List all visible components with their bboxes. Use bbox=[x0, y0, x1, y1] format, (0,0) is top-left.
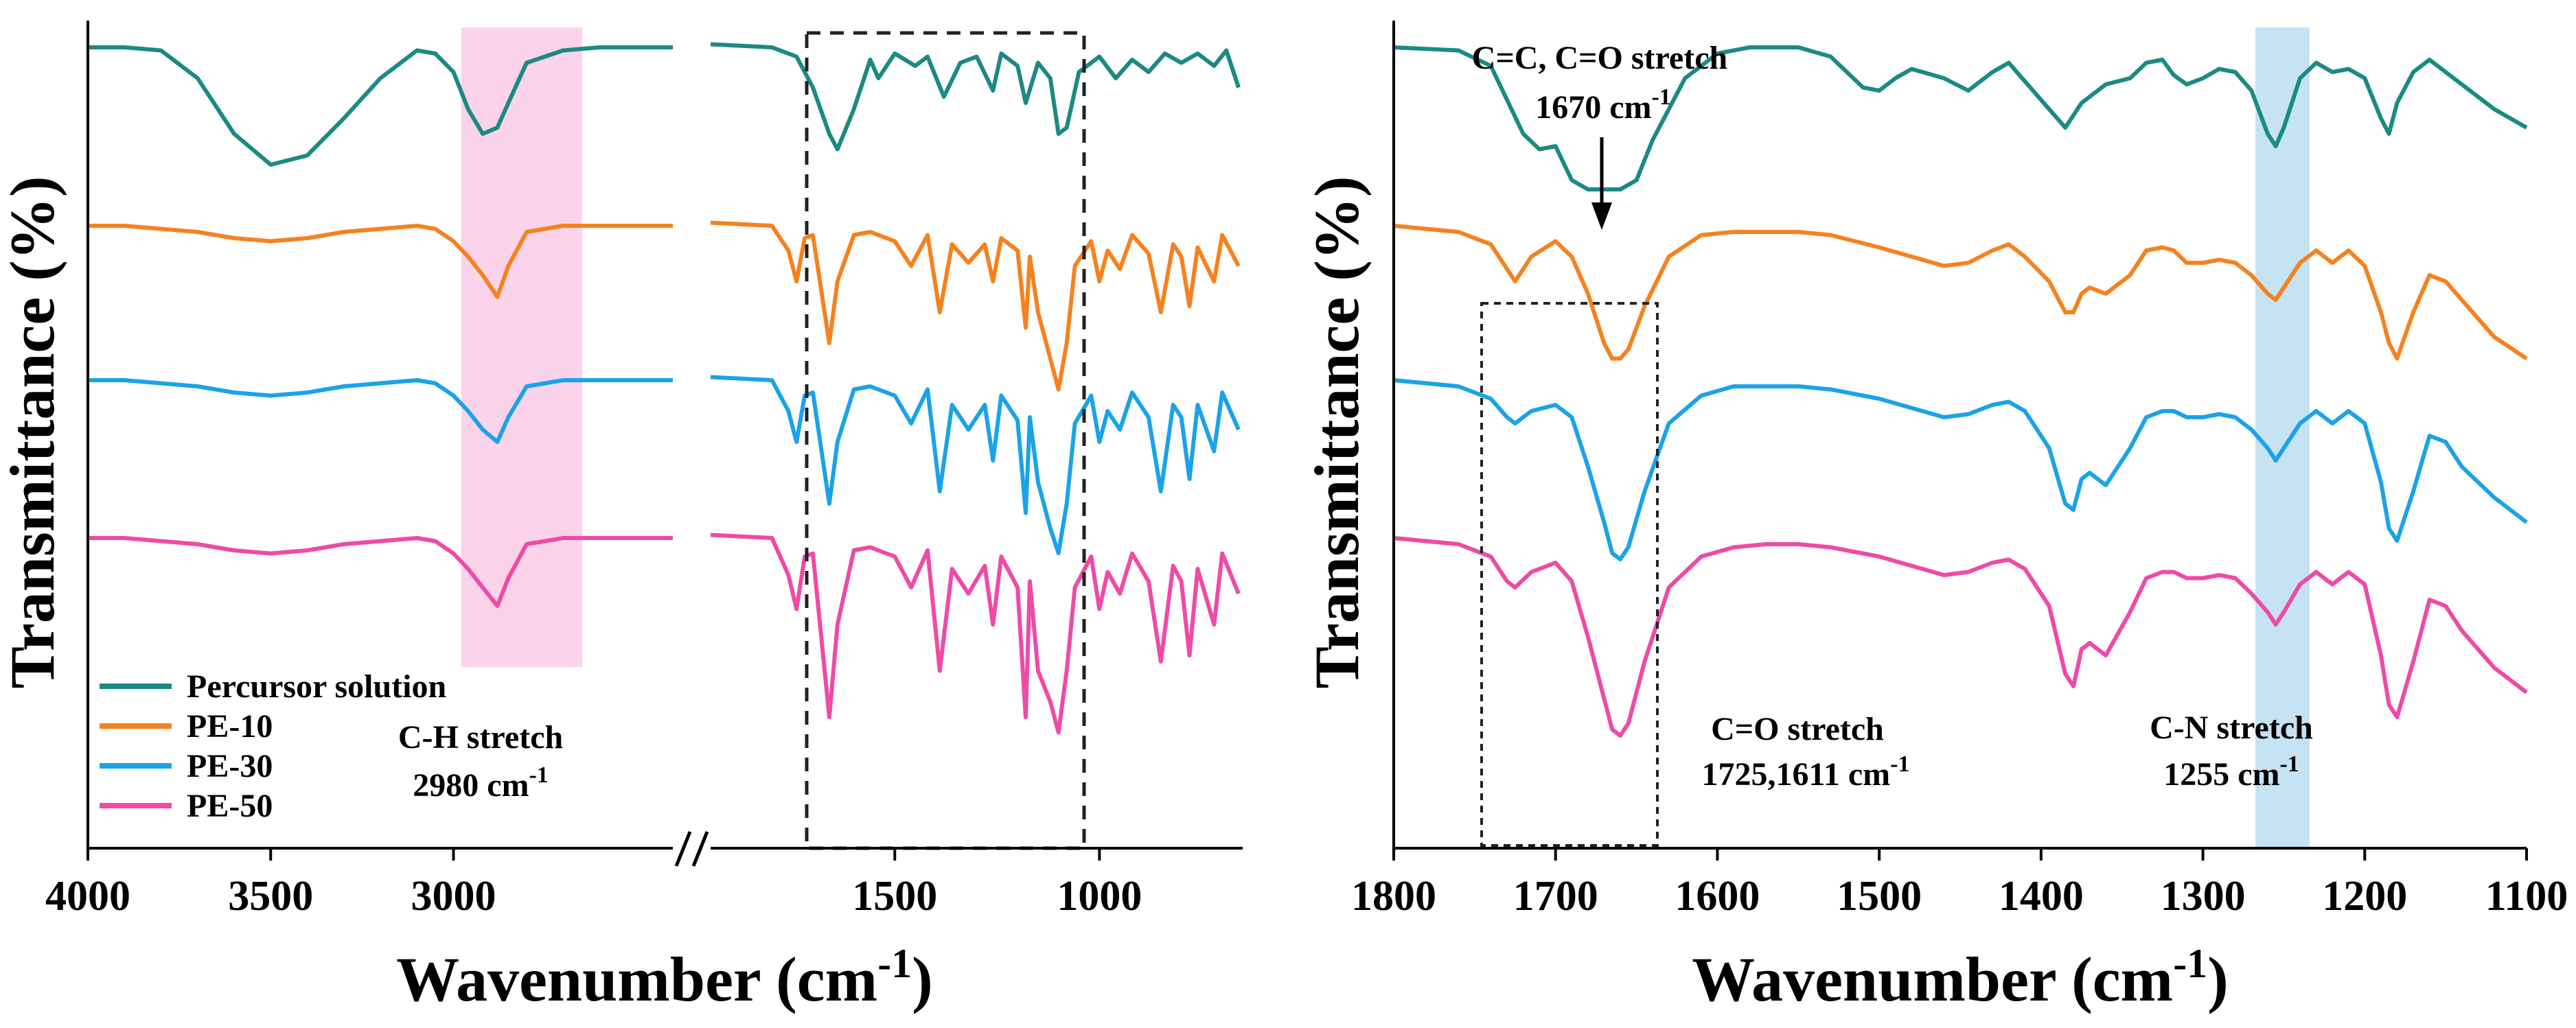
left-panel: 4000 3500 3000 1500 1000 Wavenumber (cm-1) T… bbox=[0, 21, 1243, 1014]
right-series-line-pe-50 bbox=[1393, 536, 2528, 738]
annotation-cn-wavenumber: 1255 cm-1 bbox=[2163, 751, 2299, 793]
legend-label-pe10: PE-10 bbox=[187, 708, 273, 745]
right-x-ticks: 1800 1700 1600 1500 1400 1300 1200 1100 bbox=[1351, 848, 2568, 920]
left-x-tick-label-4000: 4000 bbox=[45, 873, 130, 920]
annotation-cc-co-wavenumber: 1670 cm-1 bbox=[1535, 84, 1671, 126]
legend-label-pe50: PE-50 bbox=[187, 788, 273, 824]
right-series-line-pe-30 bbox=[1393, 378, 2528, 561]
right-dotted-box bbox=[1480, 302, 1659, 847]
annotation-cn-stretch: C-N stretch bbox=[2150, 710, 2313, 746]
left-x-tick-label-1000: 1000 bbox=[1057, 873, 1142, 920]
right-series-line-pe-10 bbox=[1393, 224, 2528, 361]
left-x-axis-title: Wavenumber (cm-1) bbox=[396, 941, 933, 1014]
left-x-ticks: 4000 3500 3000 1500 1000 bbox=[45, 848, 1142, 920]
left-y-axis-title: Transmittance (%) bbox=[0, 176, 67, 689]
axis-break-icon bbox=[674, 831, 709, 867]
right-x-tick-label-1200: 1200 bbox=[2322, 873, 2407, 920]
right-series-line-percursor-solution bbox=[1393, 45, 2528, 191]
right-highlight-cn bbox=[2255, 27, 2310, 848]
legend-label-pe30: PE-30 bbox=[187, 748, 273, 784]
right-x-tick-label-1800: 1800 bbox=[1351, 873, 1436, 920]
right-series-group bbox=[1393, 45, 2528, 738]
left-highlight-ch bbox=[461, 27, 582, 667]
annotation-cc-co-stretch: C=C, C=O stretch bbox=[1472, 40, 1727, 76]
left-series-line-pe-10 bbox=[88, 220, 1241, 392]
right-x-tick-label-1400: 1400 bbox=[1999, 873, 2084, 920]
right-x-tick-label-1600: 1600 bbox=[1675, 873, 1760, 920]
legend: Percursor solution PE-10 PE-30 PE-50 bbox=[100, 668, 446, 824]
left-series-line-pe-50 bbox=[88, 533, 1241, 735]
left-x-tick-label-1500: 1500 bbox=[852, 873, 937, 920]
left-dashed-box bbox=[805, 31, 1086, 850]
right-x-tick-label-1700: 1700 bbox=[1513, 873, 1598, 920]
left-series-group bbox=[88, 42, 1241, 735]
right-panel: 1800 1700 1600 1500 1400 1300 1200 1100 Wavenum… bbox=[1302, 21, 2568, 1014]
right-x-tick-label-1500: 1500 bbox=[1837, 873, 1922, 920]
annotation-ch-wavenumber: 2980 cm-1 bbox=[413, 762, 549, 804]
right-x-axis-title: Wavenumber (cm-1) bbox=[1692, 941, 2229, 1014]
annotation-ch-stretch: C-H stretch bbox=[398, 719, 563, 756]
annotation-co-stretch: C=O stretch bbox=[1711, 711, 1884, 747]
left-x-tick-label-3500: 3500 bbox=[228, 873, 313, 920]
arrow-down-icon bbox=[1591, 137, 1612, 230]
left-x-tick-label-3000: 3000 bbox=[411, 873, 496, 920]
left-series-line-pe-30 bbox=[88, 375, 1241, 555]
left-series-line-percursor-solution bbox=[88, 42, 1241, 167]
right-x-tick-label-1100: 1100 bbox=[2485, 873, 2568, 920]
right-y-axis-title: Transmittance (%) bbox=[1302, 176, 1372, 689]
right-x-tick-label-1300: 1300 bbox=[2161, 873, 2246, 920]
annotation-co-wavenumbers: 1725,1611 cm-1 bbox=[1702, 751, 1910, 793]
legend-label-percursor: Percursor solution bbox=[187, 668, 446, 705]
